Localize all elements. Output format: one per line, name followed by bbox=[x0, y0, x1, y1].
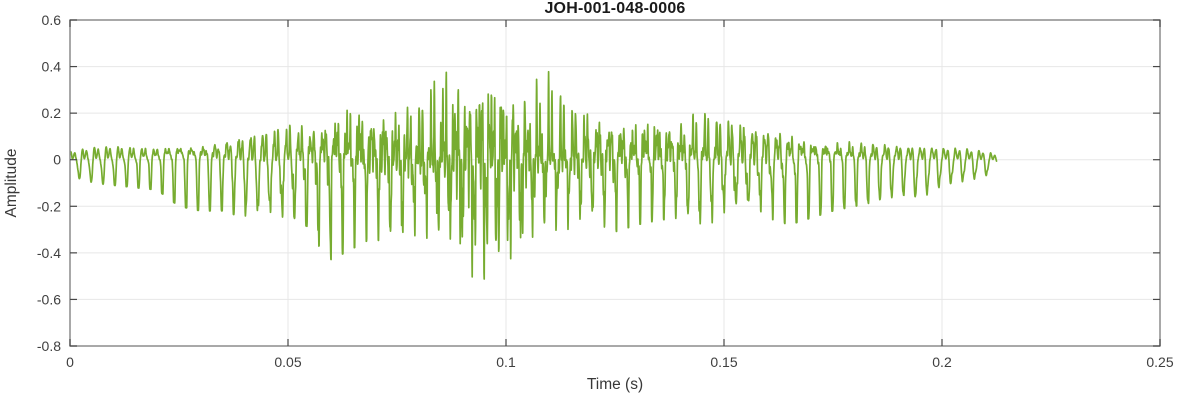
x-tick-label: 0 bbox=[66, 354, 74, 370]
waveform-line bbox=[70, 70, 998, 280]
y-tick-label: -0.4 bbox=[37, 245, 61, 261]
y-tick-label: 0.2 bbox=[42, 105, 62, 121]
y-axis-label: Amplitude bbox=[3, 148, 20, 218]
x-tick-label: 0.2 bbox=[932, 354, 952, 370]
chart-title: JOH-001-048-0006 bbox=[544, 0, 686, 17]
x-tick-label: 0.25 bbox=[1146, 354, 1173, 370]
x-axis-label: Time (s) bbox=[586, 376, 644, 393]
y-tick-label: 0.6 bbox=[42, 12, 62, 28]
y-tick-label: -0.2 bbox=[37, 198, 61, 214]
x-tick-label: 0.15 bbox=[710, 354, 737, 370]
y-tick-label: 0.4 bbox=[42, 59, 62, 75]
plot-box bbox=[69, 19, 1161, 347]
y-tick-label: 0 bbox=[53, 152, 61, 168]
y-tick-label: -0.6 bbox=[37, 291, 61, 307]
x-tick-label: 0.1 bbox=[496, 354, 516, 370]
x-tick-label: 0.05 bbox=[274, 354, 301, 370]
y-tick-label: -0.8 bbox=[37, 338, 61, 354]
